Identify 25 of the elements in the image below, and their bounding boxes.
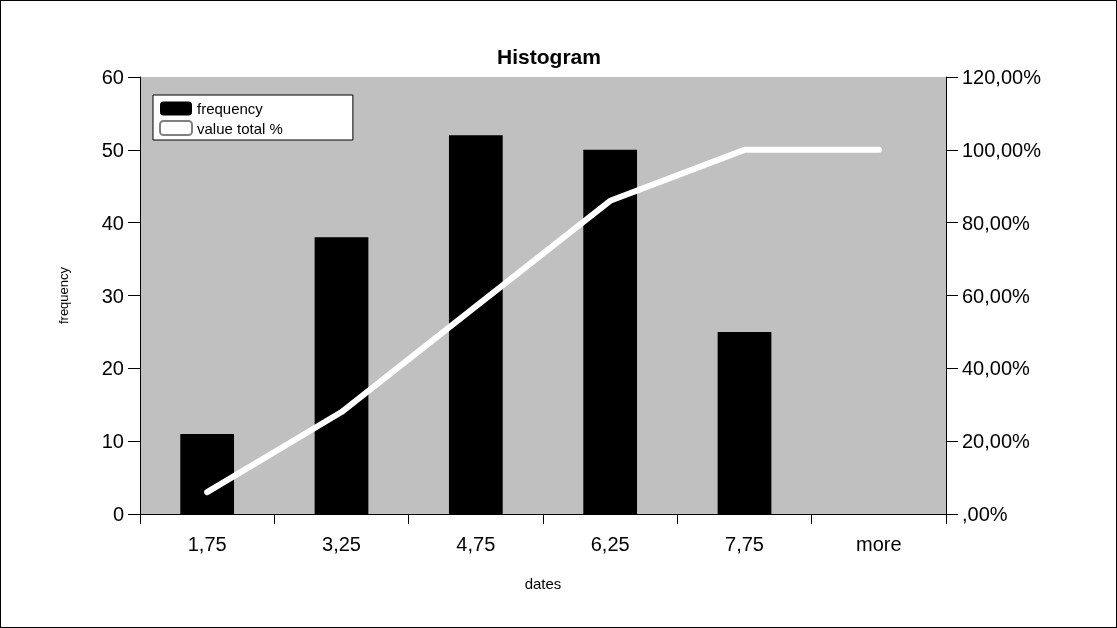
x-tick-label: 3,25 bbox=[322, 533, 361, 555]
legend-label: value total % bbox=[197, 119, 283, 137]
y2-tick-label: 100,00% bbox=[962, 138, 1042, 161]
y2-tick-label: 80,00% bbox=[962, 211, 1031, 234]
chart-title: Histogram bbox=[497, 45, 601, 68]
y-tick-label: 10 bbox=[101, 430, 124, 453]
legend-label: frequency bbox=[197, 100, 264, 117]
y-tick-label: 30 bbox=[101, 284, 124, 307]
x-tick-label: more bbox=[856, 533, 902, 555]
x-axis-title: dates bbox=[524, 575, 562, 592]
y2-tick-label: ,00% bbox=[962, 503, 1008, 525]
y-tick-label: 60 bbox=[101, 66, 124, 88]
y-tick-label: 20 bbox=[101, 357, 124, 380]
y-tick-label: 0 bbox=[112, 503, 124, 525]
y-tick-label: 40 bbox=[101, 211, 124, 234]
y2-tick-label: 40,00% bbox=[962, 357, 1031, 380]
x-tick-label: 6,25 bbox=[590, 533, 630, 555]
x-tick-label: 4,75 bbox=[456, 533, 496, 555]
y2-tick-label: 60,00% bbox=[962, 284, 1031, 307]
y2-tick-label: 20,00% bbox=[962, 430, 1031, 453]
y2-tick-label: 120,00% bbox=[962, 66, 1042, 88]
x-tick-label: 1,75 bbox=[187, 533, 227, 555]
y-tick-label: 50 bbox=[101, 138, 124, 161]
x-tick-label: 7,75 bbox=[725, 533, 764, 555]
y-axis-title: frequency bbox=[56, 266, 71, 325]
